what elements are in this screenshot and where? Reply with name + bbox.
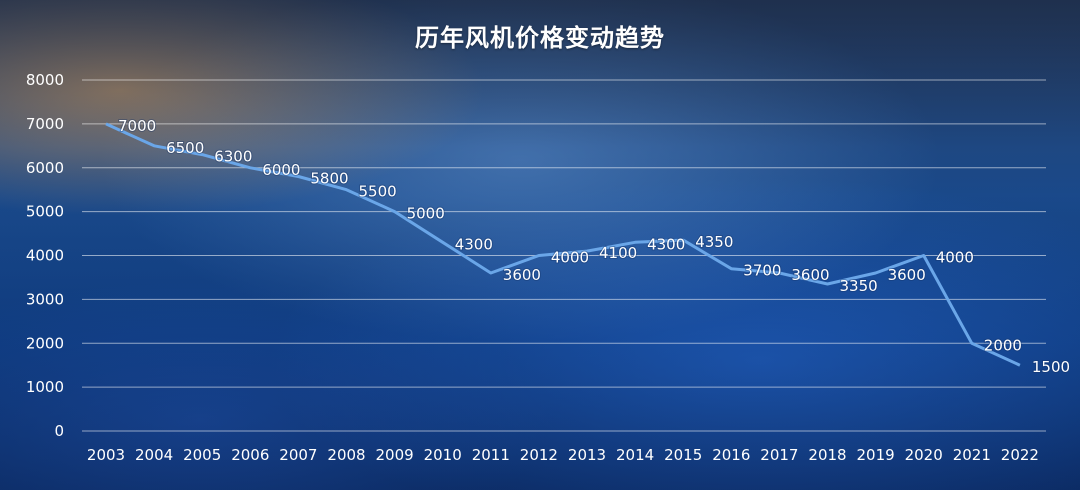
data-label: 3600 bbox=[791, 266, 829, 284]
data-label: 6500 bbox=[166, 139, 204, 157]
data-label: 4350 bbox=[695, 233, 733, 251]
y-tick-label: 6000 bbox=[26, 159, 64, 177]
data-label: 3700 bbox=[743, 262, 781, 280]
gridlines bbox=[82, 79, 1046, 432]
x-tick-label: 2009 bbox=[376, 446, 414, 464]
y-axis-ticks: 0 1000 2000 3000 4000 5000 6000 7000 8000 bbox=[26, 71, 64, 440]
y-tick-label: 2000 bbox=[26, 334, 64, 352]
data-label: 5800 bbox=[310, 170, 348, 188]
data-label: 3350 bbox=[840, 277, 878, 295]
data-label: 3600 bbox=[888, 266, 926, 284]
data-label: 7000 bbox=[118, 117, 156, 135]
x-tick-label: 2017 bbox=[760, 446, 798, 464]
x-tick-label: 2015 bbox=[664, 446, 702, 464]
data-label: 3600 bbox=[503, 266, 541, 284]
x-tick-label: 2004 bbox=[135, 446, 173, 464]
chart-title: 历年风机价格变动趋势 bbox=[415, 24, 665, 52]
data-label: 6300 bbox=[214, 148, 252, 166]
data-label: 5500 bbox=[359, 183, 397, 201]
x-tick-label: 2020 bbox=[905, 446, 943, 464]
x-tick-label: 2010 bbox=[424, 446, 462, 464]
series bbox=[105, 122, 1021, 367]
y-tick-label: 1000 bbox=[26, 378, 64, 396]
data-label: 4000 bbox=[936, 249, 974, 267]
x-tick-label: 2005 bbox=[183, 446, 221, 464]
y-tick-label: 8000 bbox=[26, 71, 64, 89]
y-tick-label: 0 bbox=[54, 422, 64, 440]
y-tick-label: 4000 bbox=[26, 247, 64, 265]
data-label: 4000 bbox=[551, 249, 589, 267]
x-tick-label: 2019 bbox=[857, 446, 895, 464]
x-tick-label: 2003 bbox=[87, 446, 125, 464]
x-axis-ticks: 2003 2004 2005 2006 2007 2008 2009 2010 2011 2012… bbox=[87, 446, 1039, 464]
x-tick-label: 2016 bbox=[712, 446, 750, 464]
y-tick-label: 7000 bbox=[26, 115, 64, 133]
x-tick-label: 2018 bbox=[808, 446, 846, 464]
data-label: 4300 bbox=[647, 235, 685, 253]
y-tick-label: 5000 bbox=[26, 203, 64, 221]
data-label: 2000 bbox=[984, 336, 1022, 354]
data-labels: 7000 6500 6300 6000 5800 5500 5000 4300 3600 4000… bbox=[117, 116, 1071, 377]
data-label: 5000 bbox=[407, 205, 445, 223]
x-tick-label: 2014 bbox=[616, 446, 654, 464]
data-label: 4300 bbox=[455, 235, 493, 253]
x-tick-label: 2013 bbox=[568, 446, 606, 464]
data-label: 1500 bbox=[1032, 358, 1070, 376]
x-tick-label: 2008 bbox=[327, 446, 365, 464]
data-label: 4100 bbox=[599, 244, 637, 262]
data-label: 6000 bbox=[262, 161, 300, 179]
x-tick-label: 2006 bbox=[231, 446, 269, 464]
x-tick-label: 2021 bbox=[953, 446, 991, 464]
series-line bbox=[105, 122, 1021, 367]
x-tick-label: 2011 bbox=[472, 446, 510, 464]
x-tick-label: 2012 bbox=[520, 446, 558, 464]
y-tick-label: 3000 bbox=[26, 290, 64, 308]
x-tick-label: 2007 bbox=[279, 446, 317, 464]
x-tick-label: 2022 bbox=[1001, 446, 1039, 464]
